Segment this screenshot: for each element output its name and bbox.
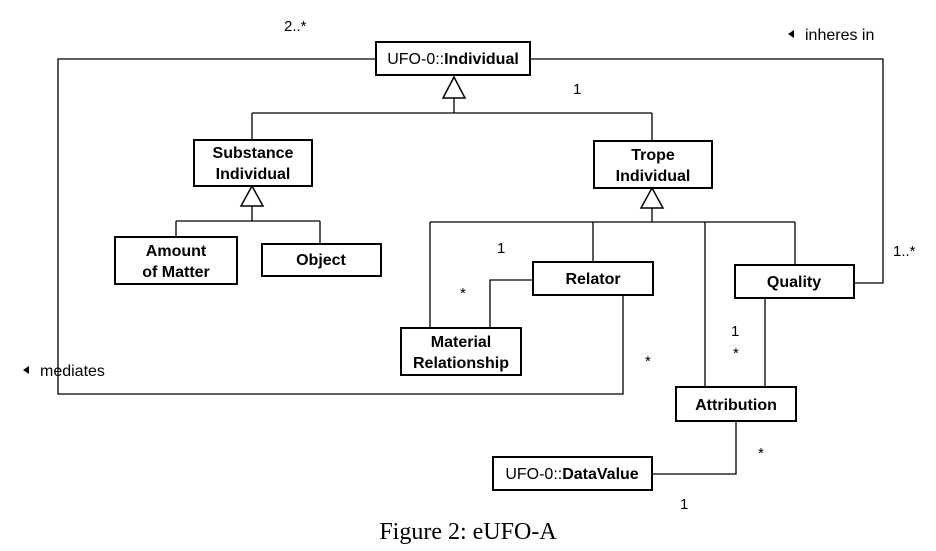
assoc-label-mediates: mediates xyxy=(40,363,105,380)
assoc-attribution-datavalue xyxy=(652,421,737,475)
material-line2: Relationship xyxy=(413,355,509,372)
mult-individual-inheres: 1 xyxy=(573,81,581,98)
substance-line1: Substance xyxy=(213,145,294,162)
generalization-substance xyxy=(175,206,321,244)
mult-quality-attribution: 1 xyxy=(731,323,739,340)
mult-relator-mediates: * xyxy=(645,353,651,370)
class-trope-individual[interactable]: Trope Individual xyxy=(593,140,713,189)
object-name: Object xyxy=(296,252,346,269)
assoc-material-relator xyxy=(489,279,533,328)
figure-caption: Figure 2: eUFO-A xyxy=(379,519,557,545)
class-substance-individual[interactable]: Substance Individual xyxy=(193,139,313,187)
class-object[interactable]: Object xyxy=(261,243,382,277)
quality-name: Quality xyxy=(767,274,821,291)
mult-individual-mediates: 2..* xyxy=(284,18,307,35)
individual-prefix: UFO-0:: xyxy=(387,51,444,68)
generalization-trope xyxy=(429,208,796,387)
generalization-arrow-individual xyxy=(441,75,467,99)
attribution-name: Attribution xyxy=(695,397,777,414)
mult-attribution-quality: * xyxy=(733,345,739,362)
trope-line2: Individual xyxy=(616,168,691,185)
material-line1: Material xyxy=(431,334,491,351)
class-individual[interactable]: UFO-0::Individual xyxy=(375,41,531,76)
generalization-individual xyxy=(251,98,653,141)
trope-line1: Trope xyxy=(631,147,675,164)
assoc-label-inheres-in: inheres in xyxy=(805,27,874,44)
assoc-inheres-in xyxy=(530,58,884,284)
datavalue-prefix: UFO-0:: xyxy=(505,466,562,483)
mult-attribution-datavalue: * xyxy=(758,445,764,462)
mediates-direction-icon xyxy=(23,366,29,374)
generalization-arrow-substance xyxy=(239,184,265,207)
relator-name: Relator xyxy=(565,271,620,288)
class-material-relationship[interactable]: Material Relationship xyxy=(400,327,522,376)
class-attribution[interactable]: Attribution xyxy=(675,386,797,422)
mult-quality-inheres: 1..* xyxy=(893,243,916,260)
amount-line1: Amount xyxy=(146,243,207,260)
assoc-mediates xyxy=(57,58,624,395)
datavalue-name: DataValue xyxy=(562,466,639,483)
amount-line2: of Matter xyxy=(142,264,210,281)
mult-datavalue-attribution: 1 xyxy=(680,496,688,513)
svg-text:UFO-0::Individual: UFO-0::Individual xyxy=(387,51,519,68)
generalization-arrow-trope xyxy=(639,186,665,209)
class-amount-of-matter[interactable]: Amount of Matter xyxy=(114,236,238,285)
mult-material-relator: * xyxy=(460,285,466,302)
svg-text:UFO-0::DataValue: UFO-0::DataValue xyxy=(505,466,638,483)
substance-line2: Individual xyxy=(216,166,291,183)
inheres-in-direction-icon xyxy=(788,30,794,38)
connectors xyxy=(57,58,884,475)
class-datavalue[interactable]: UFO-0::DataValue xyxy=(492,456,653,491)
class-quality[interactable]: Quality xyxy=(734,264,855,299)
class-relator[interactable]: Relator xyxy=(532,261,654,296)
individual-name: Individual xyxy=(444,51,519,68)
mult-relator-material: 1 xyxy=(497,240,505,257)
